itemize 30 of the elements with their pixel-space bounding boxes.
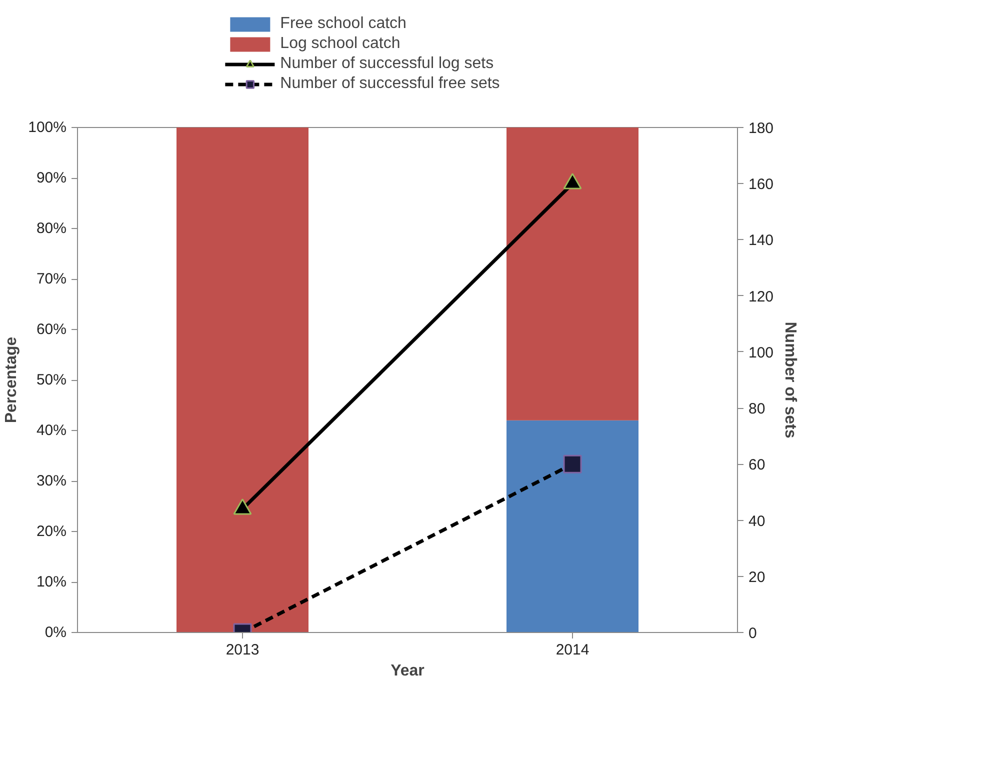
y2-tick-label: 80 (748, 400, 766, 418)
y-axis-title: Percentage (3, 336, 20, 424)
x-tick-label: 2014 (556, 642, 590, 658)
y-tick-label: 50% (36, 372, 67, 388)
y2-tick-label: 160 (748, 176, 774, 194)
legend-label: Number of successful free sets (280, 75, 500, 93)
y-tick-label: 10% (36, 574, 67, 590)
y2-tick-label: 20 (748, 568, 766, 586)
y-tick-label: 90% (36, 170, 67, 186)
y2-tick-label: 140 (748, 232, 774, 250)
legend-label: Free school catch (280, 15, 406, 33)
legend-label: Number of successful log sets (280, 55, 494, 73)
y2-tick-label: 120 (748, 288, 774, 306)
y-tick-label: 80% (36, 220, 67, 237)
y-tick-label: 30% (36, 472, 67, 490)
y2-tick-label: 180 (748, 120, 774, 137)
y-tick-label: 60% (36, 321, 67, 338)
y2-tick-label: 0 (748, 625, 757, 642)
y-tick-label: 20% (36, 523, 67, 540)
x-tick-label: 2013 (226, 642, 260, 658)
y-tick-label: 70% (36, 270, 67, 288)
y-tick-label: 0% (44, 624, 67, 641)
legend-label: Log school catch (280, 35, 400, 53)
y2-tick-label: 40 (748, 512, 766, 530)
y-tick-label: 100% (28, 119, 67, 136)
y2-axis-title: Number of sets (782, 322, 799, 438)
x-axis-title: Year (390, 662, 424, 680)
y2-tick-label: 60 (748, 456, 766, 474)
y-tick-label: 40% (36, 422, 67, 439)
y2-tick-label: 100 (748, 344, 774, 362)
